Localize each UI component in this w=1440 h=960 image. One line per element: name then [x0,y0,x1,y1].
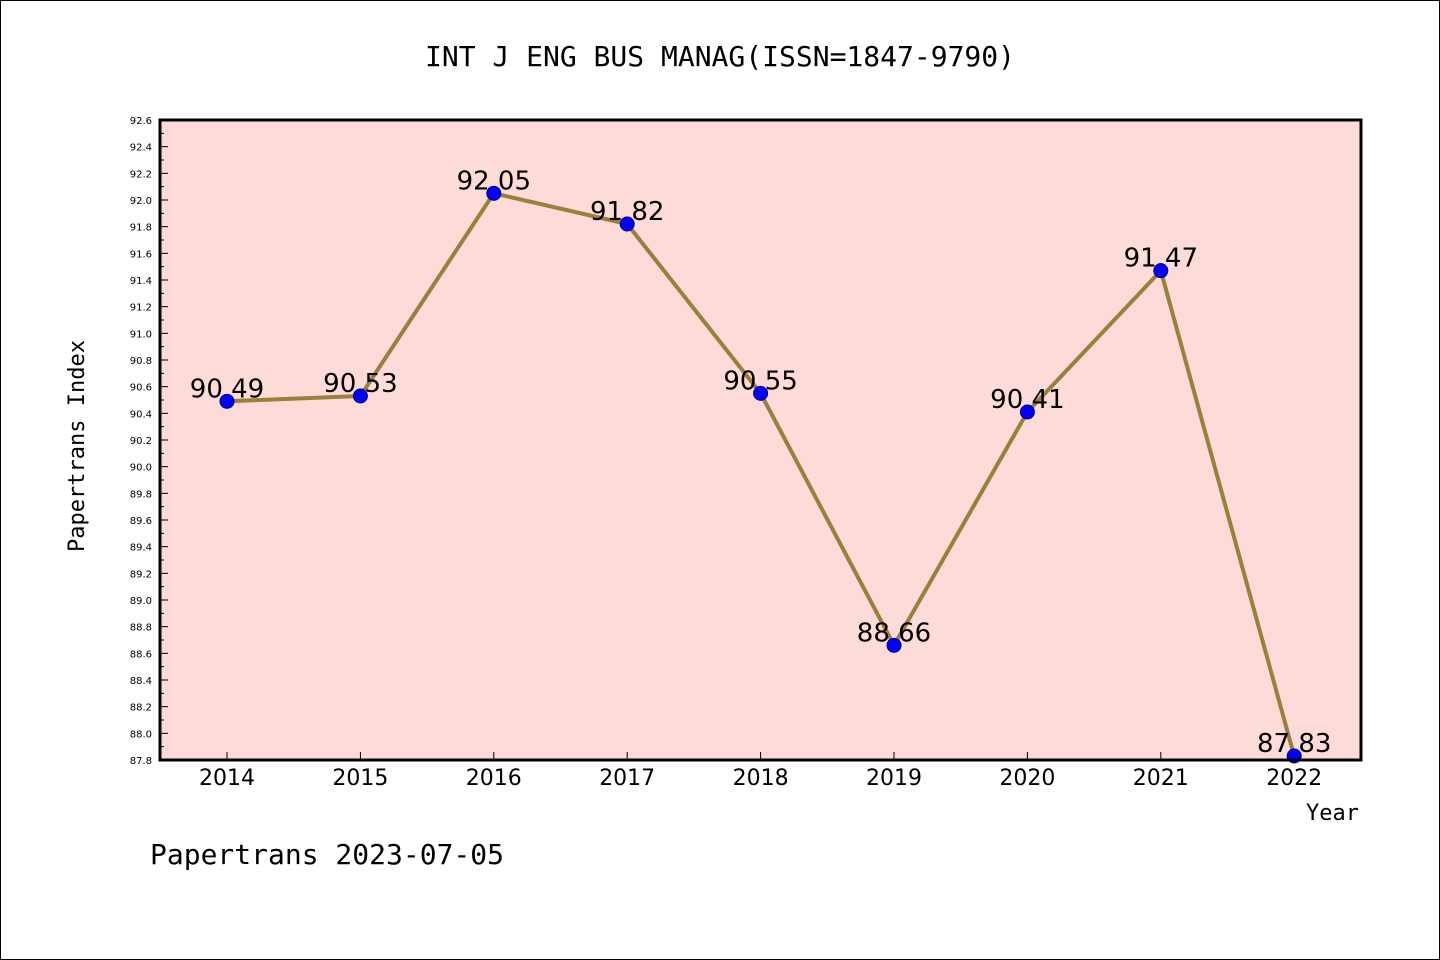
footer-text: Papertrans 2023-07-05 [150,838,504,871]
y-tick-label: 91.4 [130,276,152,287]
data-point [1153,263,1169,279]
data-point [753,385,769,401]
data-point [619,216,635,232]
y-tick-label: 89.4 [130,543,152,554]
y-tick-label: 90.8 [130,356,152,367]
y-tick-label: 88.0 [130,729,152,740]
y-tick-label: 90.4 [130,409,152,420]
plot-area [160,120,1361,760]
y-tick-label: 92.6 [130,116,152,127]
data-point [886,637,902,653]
y-tick-label: 88.4 [130,676,152,687]
series-group: 90.49 90.5392.0591.8290.5588.6690.4191.47… [190,166,1331,764]
x-tick-label: 2019 [866,766,922,791]
x-tick-label: 2017 [599,766,655,791]
y-tick-label: 90.2 [130,436,152,447]
y-tick-label: 92.0 [130,196,152,207]
x-tick-label: 2015 [332,766,388,791]
y-tick-label: 91.8 [130,223,152,234]
y-tick-label: 90.6 [130,383,152,394]
y-tick-label: 89.0 [130,596,152,607]
x-tick-label: 2016 [466,766,522,791]
chart-title: INT J ENG BUS MANAG(ISSN=1847-9790) [425,40,1015,73]
data-point [352,388,368,404]
y-tick-label: 89.6 [130,516,152,527]
y-axis: 87.8 88.0 88.2 88.4 88.6 88.8 89.0 89.2 89.4 89.6… [130,116,168,767]
plot-border [158,118,1363,762]
y-tick-label: 91.0 [130,329,152,340]
y-tick-label: 88.8 [130,623,152,634]
x-tick-label: 2014 [199,766,255,791]
y-tick-label: 92.4 [130,143,152,154]
y-tick-label: 91.6 [130,249,152,260]
x-tick-label: 2021 [1133,766,1189,791]
y-tick-label: 90.0 [130,463,152,474]
y-tick-label: 88.6 [130,649,152,660]
x-tick-label: 2020 [999,766,1055,791]
y-tick-label: 89.8 [130,489,152,500]
data-point [1019,404,1035,420]
y-tick-label: 88.2 [130,703,152,714]
x-tick-label: 2022 [1266,766,1322,791]
y-tick-label: 87.8 [130,756,152,767]
data-point [486,185,502,201]
x-axis-label: Year [1306,801,1359,826]
x-tick-label: 2018 [733,766,789,791]
x-axis: 2014 2015 2016 2017 2018 2019 2020 2021 2022 [199,752,1322,791]
data-point [219,393,235,409]
y-tick-label: 91.2 [130,303,152,314]
y-tick-label: 89.2 [130,569,152,580]
y-axis-label: Papertrans Index [65,340,90,552]
y-tick-label: 92.2 [130,169,152,180]
